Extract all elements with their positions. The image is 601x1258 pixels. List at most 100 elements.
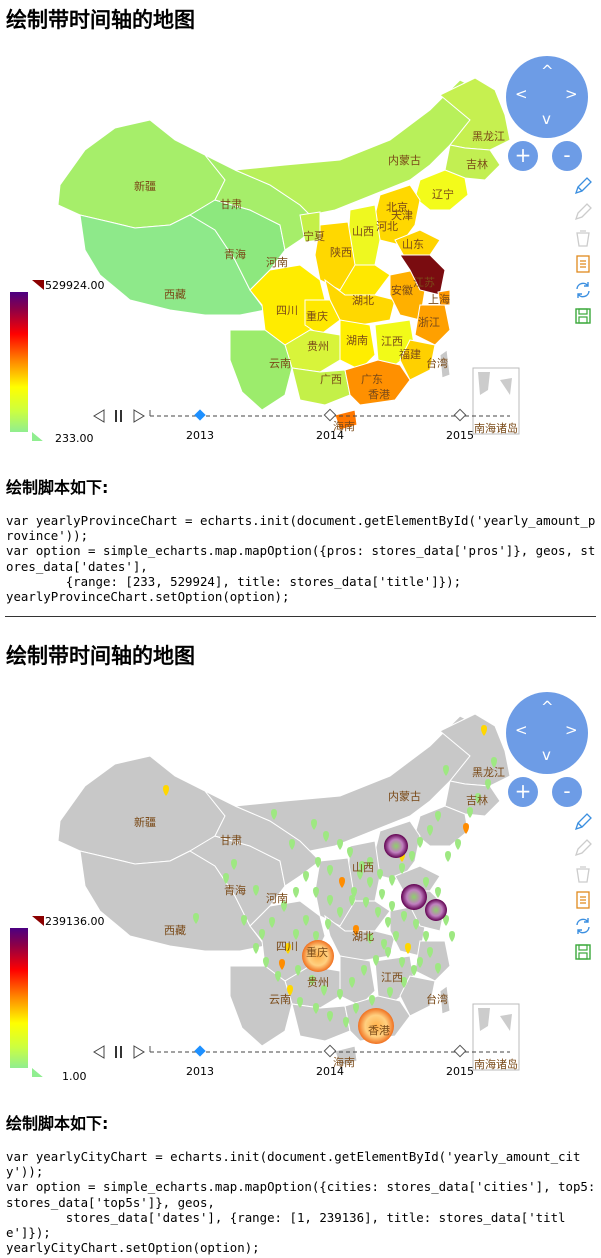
timeline-year-label[interactable]: 2015 [446, 429, 474, 442]
city-pin[interactable] [325, 919, 331, 930]
city-pin[interactable] [241, 915, 247, 926]
city-pin[interactable] [271, 809, 277, 820]
city-pin[interactable] [253, 943, 259, 954]
city-pin[interactable] [443, 765, 449, 776]
zoom-in-button[interactable]: + [508, 777, 538, 807]
city-pin[interactable] [363, 897, 369, 908]
city-pin[interactable] [427, 825, 433, 836]
save-image-icon[interactable] [573, 942, 593, 962]
pan-right-button[interactable]: > [565, 85, 578, 103]
city-pin[interactable] [303, 871, 309, 882]
city-pin[interactable] [339, 877, 345, 888]
city-pin[interactable] [373, 955, 379, 966]
timeline-year-label[interactable]: 2015 [446, 1065, 474, 1078]
city-pin[interactable] [313, 931, 319, 942]
pan-left-button[interactable]: < [515, 721, 528, 739]
city-pin[interactable] [445, 851, 451, 862]
city-pin[interactable] [353, 1003, 359, 1014]
city-pin[interactable] [289, 839, 295, 850]
province-map-chart[interactable]: 黑龙江 吉林 内蒙古 辽宁 新疆 甘肃 北京 天津 宁夏 山西 河北 青海 陕西 山东 河南 西藏 江苏 安徽 上海… [0, 36, 601, 445]
pan-down-button[interactable]: v [542, 110, 551, 128]
timeline-year-label[interactable]: 2014 [316, 429, 344, 442]
eraser-icon[interactable] [573, 202, 593, 222]
city-pin[interactable] [349, 895, 355, 906]
city-pin[interactable] [349, 977, 355, 988]
city-pin[interactable] [435, 887, 441, 898]
city-pin[interactable] [409, 851, 415, 862]
city-pin[interactable] [311, 819, 317, 830]
city-pin[interactable] [449, 931, 455, 942]
city-pin[interactable] [411, 965, 417, 976]
city-pin[interactable] [367, 877, 373, 888]
city-pin[interactable] [323, 831, 329, 842]
city-pin[interactable] [413, 919, 419, 930]
save-image-icon[interactable] [573, 306, 593, 326]
city-pin[interactable] [389, 875, 395, 886]
city-pin[interactable] [253, 885, 259, 896]
city-pin[interactable] [285, 943, 291, 954]
timeline-year-label[interactable]: 2013 [186, 429, 214, 442]
city-pin[interactable] [423, 877, 429, 888]
pencil-icon[interactable] [573, 176, 593, 196]
city-pin[interactable] [385, 947, 391, 958]
city-pin[interactable] [259, 929, 265, 940]
city-pin[interactable] [399, 863, 405, 874]
trash-icon[interactable] [573, 228, 593, 248]
city-pin[interactable] [463, 823, 469, 834]
pan-down-button[interactable]: v [542, 746, 551, 764]
city-pin[interactable] [347, 847, 353, 858]
city-pin[interactable] [427, 947, 433, 958]
pan-right-button[interactable]: > [565, 721, 578, 739]
city-pin[interactable] [405, 943, 411, 954]
city-pin[interactable] [361, 965, 367, 976]
city-pin[interactable] [377, 869, 383, 880]
city-pin[interactable] [435, 811, 441, 822]
city-pin[interactable] [327, 865, 333, 876]
pencil-icon[interactable] [573, 812, 593, 832]
city-pin[interactable] [401, 911, 407, 922]
city-pin[interactable] [293, 887, 299, 898]
zoom-in-button[interactable]: + [508, 141, 538, 171]
data-view-icon[interactable] [573, 254, 593, 274]
city-pin[interactable] [369, 995, 375, 1006]
city-pin[interactable] [193, 913, 199, 924]
city-pin[interactable] [287, 985, 293, 996]
city-pin[interactable] [163, 785, 169, 796]
eraser-icon[interactable] [573, 838, 593, 858]
timeline-year-label[interactable]: 2013 [186, 1065, 214, 1078]
city-pin[interactable] [327, 895, 333, 906]
zoom-out-button[interactable]: - [552, 777, 582, 807]
refresh-icon[interactable] [573, 280, 593, 300]
city-pin[interactable] [379, 889, 385, 900]
city-pin[interactable] [423, 931, 429, 942]
timeline-year-label[interactable]: 2014 [316, 1065, 344, 1078]
city-pin[interactable] [381, 939, 387, 950]
pan-left-button[interactable]: < [515, 85, 528, 103]
city-pin[interactable] [481, 725, 487, 736]
city-pin[interactable] [389, 901, 395, 912]
trash-icon[interactable] [573, 864, 593, 884]
city-pin[interactable] [393, 931, 399, 942]
city-pin[interactable] [315, 857, 321, 868]
city-pin[interactable] [385, 917, 391, 928]
pan-control[interactable]: ^ v < > [506, 692, 588, 774]
city-pin[interactable] [485, 779, 491, 790]
city-pin[interactable] [387, 987, 393, 998]
city-pin[interactable] [313, 1003, 319, 1014]
zoom-out-button[interactable]: - [552, 141, 582, 171]
city-pin[interactable] [321, 985, 327, 996]
city-pin[interactable] [475, 793, 481, 804]
city-pin[interactable] [399, 957, 405, 968]
city-pin[interactable] [337, 989, 343, 1000]
pan-up-button[interactable]: ^ [541, 62, 554, 80]
city-pin[interactable] [223, 873, 229, 884]
city-pin[interactable] [279, 959, 285, 970]
city-pin[interactable] [491, 757, 497, 768]
city-pin[interactable] [275, 971, 281, 982]
city-pin[interactable] [375, 907, 381, 918]
city-pin[interactable] [327, 1011, 333, 1022]
city-pin[interactable] [309, 975, 315, 986]
data-view-icon[interactable] [573, 890, 593, 910]
